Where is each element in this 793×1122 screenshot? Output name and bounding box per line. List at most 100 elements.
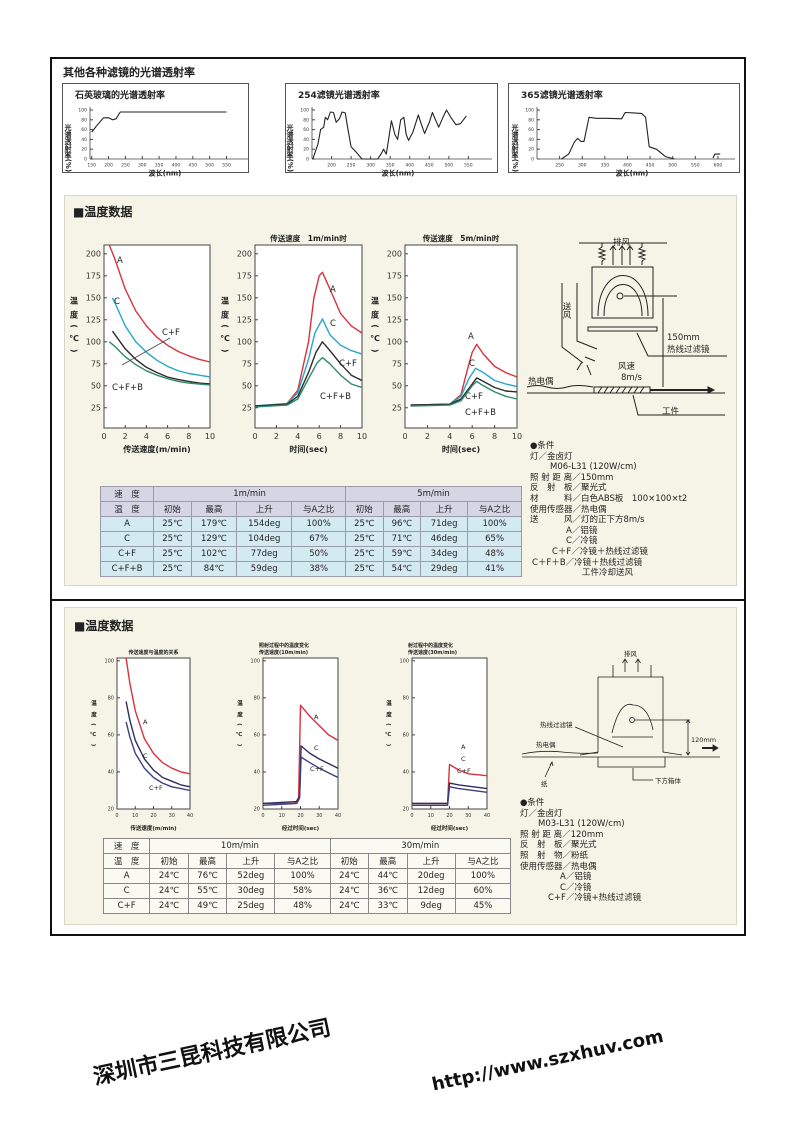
table-cell: 34deg — [420, 546, 469, 562]
table-cell: 55℃ — [187, 883, 228, 899]
table-cell: 50% — [291, 546, 347, 562]
table-cell: 9deg — [406, 898, 456, 914]
table-cell: 154deg — [236, 516, 293, 532]
column-header: 上升 — [406, 853, 456, 869]
temperature-title-2: ■温度数据 — [74, 619, 134, 633]
company-watermark: 深圳市三昆科技有限公司 — [91, 1015, 334, 1091]
condition-line: ●条件 — [520, 798, 545, 808]
spectrum-box-quartz: 石英玻璃的光谱透射率 — [62, 83, 249, 173]
table-cell: 65% — [467, 531, 522, 547]
speed-header: 10m/min — [149, 838, 331, 854]
column-header: 初始 — [329, 853, 370, 869]
table-cell: 58% — [274, 883, 331, 899]
spectrum-title: 254滤镜光谱透射率 — [298, 91, 380, 101]
url-watermark: http://www.szxhuv.com — [430, 1025, 666, 1096]
table-cell: 60% — [454, 883, 512, 899]
table-row: C 25℃ 129℃ 104deg 67% 25℃ 71℃ 46deg 65% — [99, 531, 522, 547]
condition-line: A／铝镜 — [566, 525, 598, 536]
spectrum-box-365: 365滤镜光谱透射率 — [508, 83, 740, 173]
table-cell: 48% — [467, 546, 522, 562]
table-cell: 41% — [467, 561, 522, 577]
table-cell: 76℃ — [187, 868, 228, 884]
column-header: 与A之比 — [291, 501, 347, 517]
table-cell: 25℃ — [153, 546, 192, 562]
row-label: C+F — [99, 546, 155, 562]
table-cell: 71deg — [420, 516, 469, 532]
column-header: 初始 — [153, 501, 192, 517]
column-header: 最高 — [368, 853, 408, 869]
column-header: 最高 — [190, 501, 238, 517]
row-label: 温 度 — [99, 501, 155, 517]
table-cell: 25℃ — [345, 546, 384, 562]
table-cell: 36℃ — [368, 883, 408, 899]
table-cell: 25℃ — [153, 561, 192, 577]
table-row: C+F 25℃ 102℃ 77deg 50% 25℃ 59℃ 34deg 48% — [99, 546, 522, 562]
table-cell: 59℃ — [382, 546, 422, 562]
column-header: 上升 — [236, 501, 293, 517]
conditions-1: ●条件 灯／金卤灯 M06-L31 (120W/cm) 照 射 距 离／150mm 反 … — [530, 441, 687, 579]
spectrum-title: 石英玻璃的光谱透射率 — [75, 91, 166, 101]
column-header: 上升 — [226, 853, 276, 869]
table-row: C+F 24℃ 49℃ 25deg 48% 24℃ 33℃ 9deg 45% — [102, 898, 512, 914]
section-divider — [50, 599, 746, 601]
row-label: A — [99, 516, 155, 532]
column-header: 最高 — [187, 853, 228, 869]
page-frame — [50, 57, 746, 936]
condition-line: A／铝镜 — [560, 872, 592, 883]
row-label: A — [102, 868, 151, 884]
table-cell: 129℃ — [190, 531, 238, 547]
table-row: A 25℃ 179℃ 154deg 100% 25℃ 96℃ 71deg 100% — [99, 516, 522, 532]
table-cell: 30deg — [226, 883, 276, 899]
row-label: C+F — [102, 898, 151, 914]
table-cell: 104deg — [236, 531, 293, 547]
row-label: 速 度 — [99, 486, 155, 502]
row-label: C — [99, 531, 155, 547]
column-header: 最高 — [382, 501, 422, 517]
spectra-section-title: 其他各种滤镜的光谱透射率 — [63, 66, 195, 79]
table-row: C+F+B 25℃ 84℃ 59deg 38% 25℃ 54℃ 29deg 41% — [99, 561, 522, 577]
speed-header: 1m/min — [153, 486, 347, 502]
condition-line: C／冷镜 — [566, 536, 598, 547]
condition-line: M06-L31 (120W/cm) — [550, 462, 637, 473]
table-cell: 100% — [467, 516, 522, 532]
table-cell: 25℃ — [153, 516, 192, 532]
table-cell: 45% — [454, 898, 512, 914]
table-cell: 29deg — [420, 561, 469, 577]
table-row: C 24℃ 55℃ 30deg 58% 24℃ 36℃ 12deg 60% — [102, 883, 512, 899]
conditions-2: ●条件 灯／金卤灯 M03-L31 (120W/cm) 照 射 距 离／120mm 反 … — [520, 798, 641, 904]
table-cell: 59deg — [236, 561, 293, 577]
condition-line: 使用传感器／热电偶 — [520, 861, 597, 872]
table-cell: 24℃ — [149, 868, 189, 884]
table-cell: 54℃ — [382, 561, 422, 577]
table-cell: 44℃ — [368, 868, 408, 884]
table-cell: 25℃ — [345, 561, 384, 577]
table-cell: 46deg — [420, 531, 469, 547]
condition-line: 工件冷却送风 — [582, 568, 634, 579]
table-row: A 24℃ 76℃ 52deg 100% 24℃ 44℃ 20deg 100% — [102, 868, 512, 884]
table-cell: 100% — [454, 868, 512, 884]
table-cell: 24℃ — [149, 883, 189, 899]
table-cell: 49℃ — [187, 898, 228, 914]
condition-line: C+F／冷镜+热线过滤镜 — [548, 893, 642, 904]
table-cell: 179℃ — [190, 516, 238, 532]
column-header: 初始 — [345, 501, 384, 517]
row-label: 速 度 — [102, 838, 151, 854]
table-cell: 84℃ — [190, 561, 238, 577]
speed-header: 30m/min — [329, 838, 512, 854]
spectrum-box-254: 254滤镜光谱透射率 — [285, 83, 498, 173]
column-header: 上升 — [420, 501, 469, 517]
column-header: 与A之比 — [467, 501, 522, 517]
condition-line: C＋F＋B／冷镜＋热线过滤镜 — [532, 557, 643, 568]
table-cell: 38% — [291, 561, 347, 577]
table-cell: 12deg — [406, 883, 456, 899]
table-cell: 100% — [291, 516, 347, 532]
table-cell: 24℃ — [329, 868, 370, 884]
condition-line: 灯／金卤灯 — [530, 451, 573, 462]
table-cell: 20deg — [406, 868, 456, 884]
condition-line: 反 射 板／聚光式 — [520, 840, 597, 851]
table-cell: 96℃ — [382, 516, 422, 532]
temperature-table-2: 速 度 10m/min 30m/min 温 度初始 最高 上升 与A之比 初始 最高 上升 与A之… — [102, 838, 512, 914]
column-header: 与A之比 — [454, 853, 512, 869]
table-cell: 25deg — [226, 898, 276, 914]
condition-line: 使用传感器／热电偶 — [530, 504, 607, 515]
